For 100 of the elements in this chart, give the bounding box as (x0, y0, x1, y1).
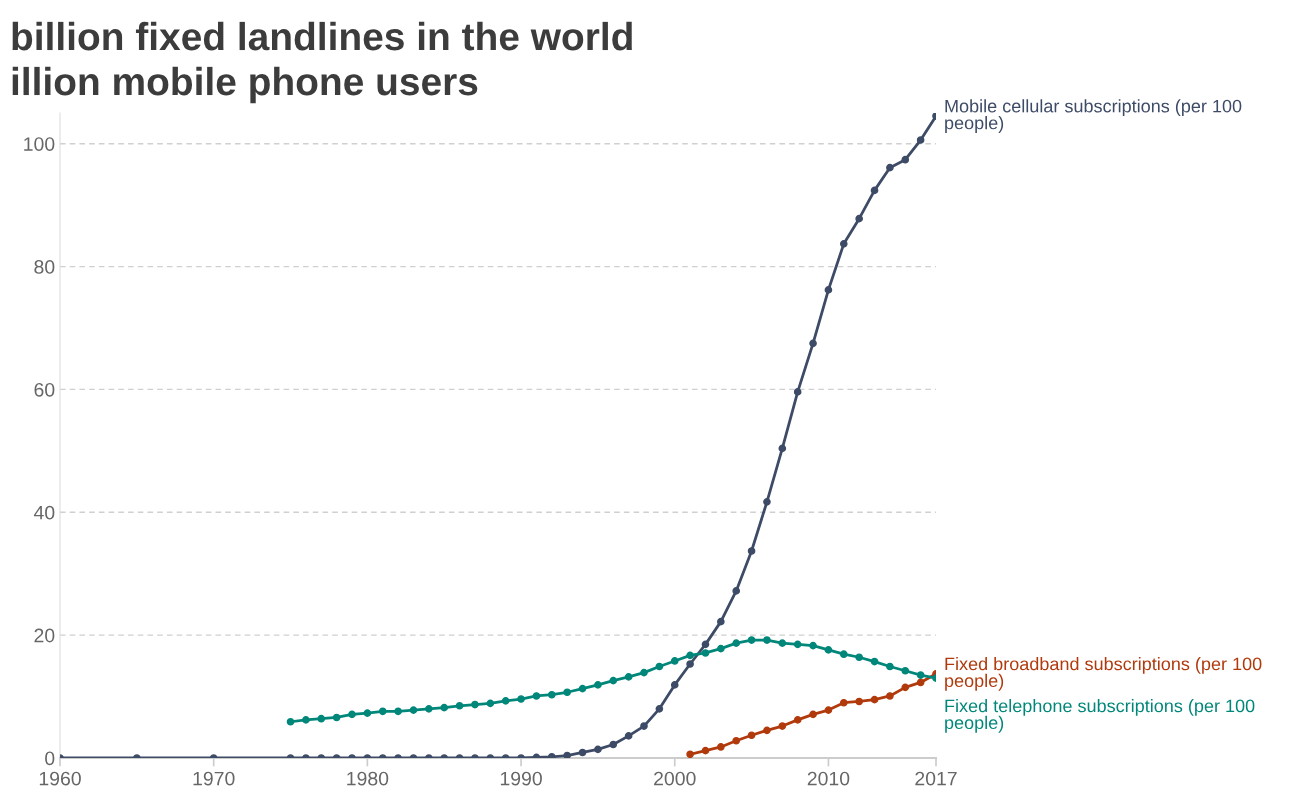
y-tick-label: 60 (34, 382, 55, 397)
point (701, 649, 710, 657)
point (440, 703, 449, 712)
point (363, 709, 372, 717)
x-tick-label: 2017 (915, 771, 957, 786)
point (286, 717, 295, 726)
point (686, 651, 694, 660)
point (886, 163, 894, 172)
point (717, 617, 725, 626)
chart-subtitle: illion mobile phone users (12, 66, 478, 104)
point (594, 681, 602, 689)
point (763, 726, 771, 735)
point (793, 640, 802, 649)
point (348, 710, 356, 719)
point (532, 692, 541, 700)
point (547, 690, 556, 699)
point (701, 746, 710, 755)
point (855, 214, 863, 223)
point (809, 339, 817, 348)
point (747, 636, 756, 644)
point (901, 155, 910, 164)
x-tick-label: 2000 (654, 771, 696, 786)
point (778, 444, 787, 453)
point (394, 707, 402, 716)
point (563, 688, 571, 697)
point (609, 676, 618, 685)
point (732, 587, 741, 595)
point (824, 646, 833, 654)
point (670, 657, 679, 665)
x-tick-label: 2010 (807, 771, 850, 786)
series-label: Fixed telephone subscriptions (per 100 people) (945, 699, 1255, 733)
y-tick-label: 20 (34, 628, 55, 643)
point (471, 700, 479, 709)
x-tick-label: 1970 (193, 771, 235, 786)
point (901, 666, 910, 675)
point (686, 660, 694, 668)
point (594, 745, 602, 754)
point (747, 547, 756, 555)
series-label: Fixed broadband subscriptions (per 100 people) (945, 657, 1262, 691)
point (870, 657, 879, 666)
point (302, 716, 310, 724)
point (717, 743, 725, 751)
point (793, 388, 802, 396)
point (839, 240, 848, 248)
y-tick-label: 40 (33, 505, 55, 520)
point (624, 732, 633, 740)
point (578, 748, 587, 757)
point (640, 722, 648, 730)
point (655, 705, 664, 713)
point (717, 644, 725, 653)
point (378, 707, 387, 716)
point (455, 701, 464, 710)
point (732, 736, 741, 745)
point (778, 722, 787, 730)
x-tick-label: 1990 (500, 771, 542, 786)
point (409, 706, 418, 714)
point (655, 662, 664, 671)
point (824, 286, 833, 294)
point (916, 671, 925, 679)
point (670, 681, 679, 689)
point (886, 662, 894, 671)
point (609, 740, 618, 749)
point (855, 653, 863, 662)
point (778, 639, 787, 647)
point (732, 639, 741, 647)
point (517, 695, 525, 703)
point (332, 713, 341, 722)
point (686, 750, 694, 758)
point (624, 673, 633, 681)
point (501, 697, 510, 705)
point (839, 698, 848, 707)
point (640, 668, 648, 677)
y-tick-label: 100 (24, 137, 55, 151)
point (870, 695, 879, 704)
chart-title: billion fixed landlines in the world (12, 21, 632, 51)
point (763, 636, 771, 644)
x-tick-label: 1960 (39, 771, 81, 786)
point (747, 731, 756, 740)
series-label: Mobile cellular subscriptions (per 100 people) (945, 99, 1242, 133)
point (425, 705, 433, 713)
point (317, 714, 326, 723)
point (916, 678, 925, 687)
point (486, 699, 495, 708)
point (855, 697, 863, 706)
point (763, 498, 771, 506)
point (824, 706, 833, 714)
point (701, 640, 710, 649)
point (809, 641, 817, 650)
point (563, 751, 571, 758)
point (839, 650, 848, 659)
y-tick-label: 80 (34, 260, 55, 274)
point (809, 710, 817, 719)
point (916, 136, 925, 144)
point (886, 692, 894, 700)
point (870, 186, 879, 195)
point (793, 716, 802, 724)
y-tick-label: 0 (45, 751, 55, 766)
point (578, 684, 587, 693)
point (901, 683, 910, 692)
x-tick-label: 1980 (347, 771, 389, 786)
